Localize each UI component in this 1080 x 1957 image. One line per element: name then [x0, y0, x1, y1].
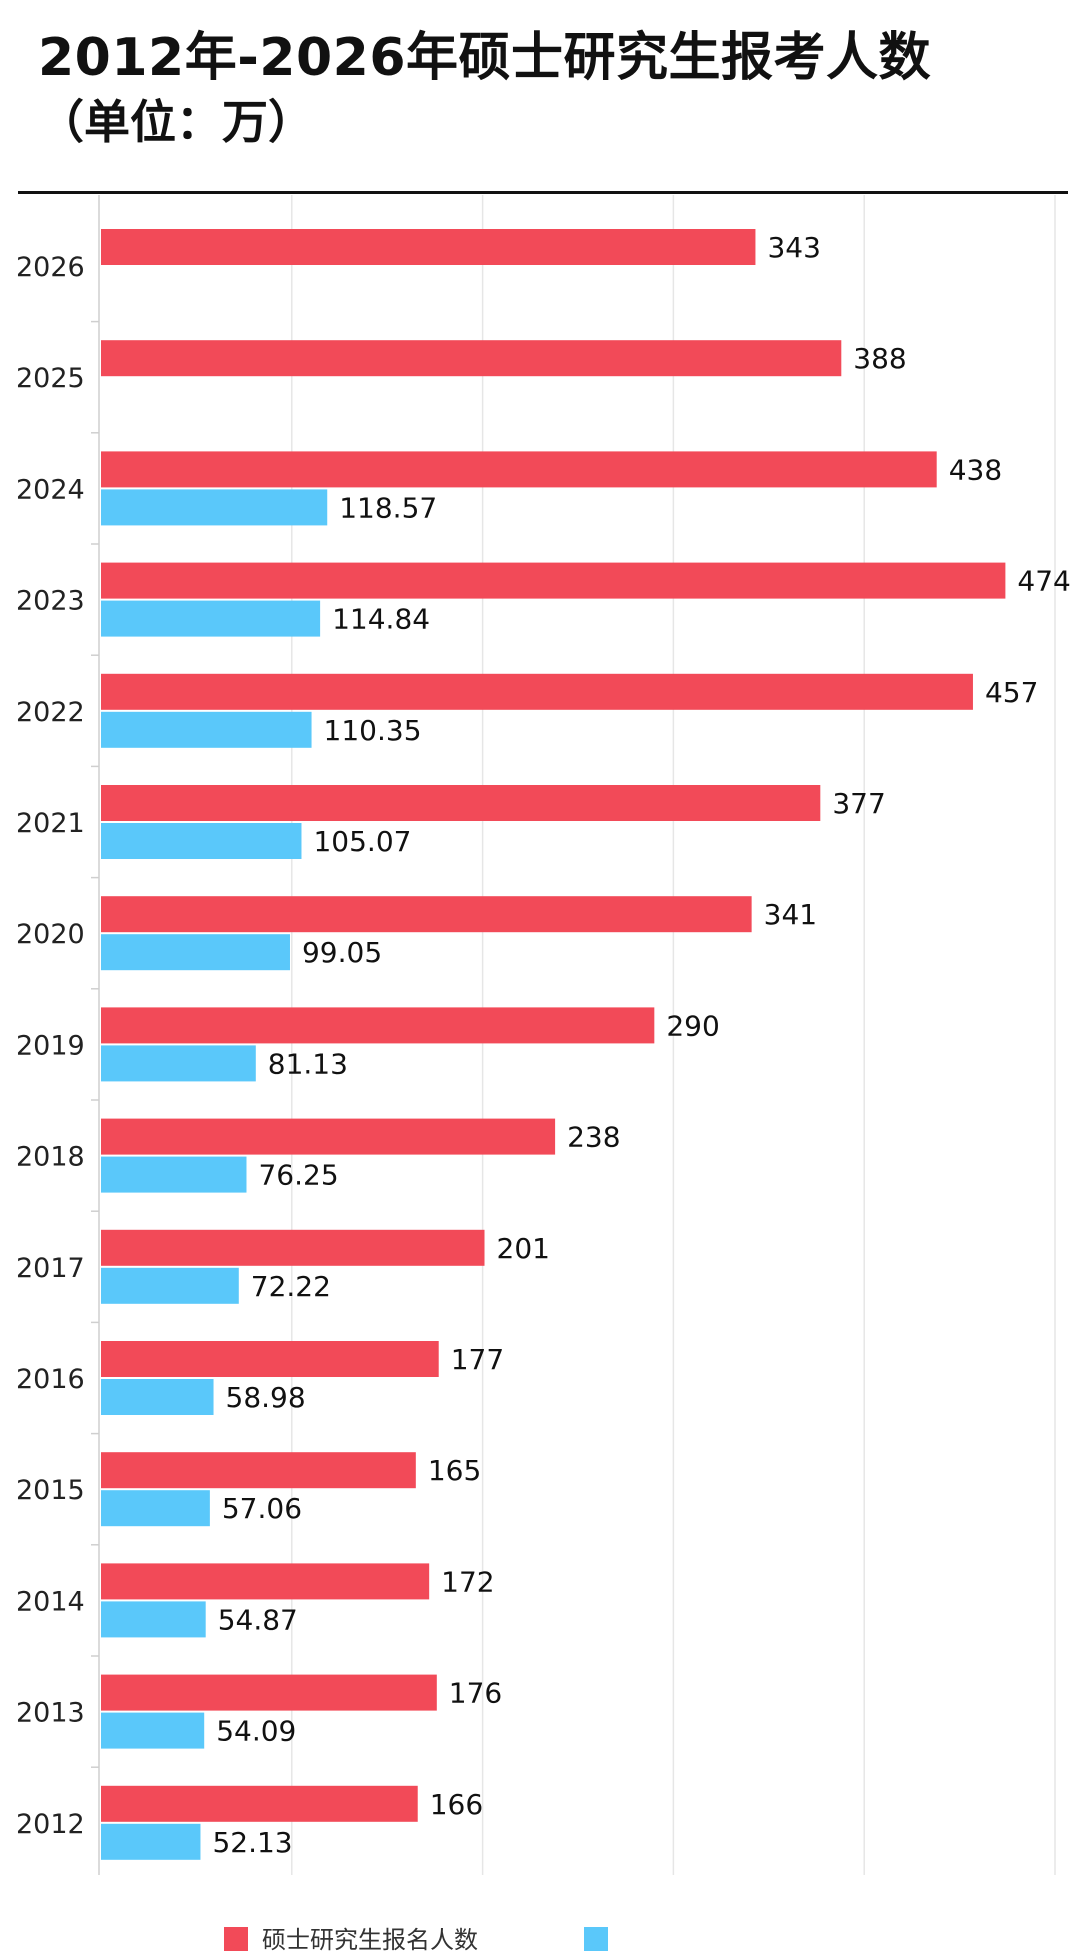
- data-label: 81.13: [268, 1047, 348, 1080]
- y-tick-label: 2024: [16, 474, 85, 505]
- bar-series-2: [101, 1823, 201, 1860]
- data-label: 54.09: [216, 1715, 296, 1748]
- data-label: 438: [949, 453, 1002, 486]
- bar-applicants: [101, 1007, 655, 1044]
- bar-applicants: [101, 1229, 485, 1266]
- data-label: 72.22: [251, 1270, 331, 1303]
- data-label: 201: [497, 1232, 550, 1265]
- y-tick-label: 2013: [16, 1698, 85, 1729]
- title-divider: [18, 191, 1068, 194]
- data-label: 58.98: [226, 1381, 306, 1414]
- bar-applicants: [101, 896, 752, 933]
- y-tick-label: 2022: [16, 697, 85, 728]
- bar-series-2: [101, 1601, 206, 1638]
- bar-applicants: [101, 1341, 439, 1377]
- data-label: 54.87: [218, 1603, 298, 1636]
- data-label: 52.13: [212, 1826, 292, 1859]
- bar-series-2: [101, 1267, 239, 1304]
- bar-series-2: [101, 823, 302, 859]
- data-label: 99.05: [302, 936, 382, 969]
- bar-applicants: [101, 340, 842, 377]
- y-tick-label: 2020: [16, 919, 85, 950]
- y-tick-label: 2019: [16, 1030, 85, 1061]
- y-tick-label: 2015: [16, 1475, 85, 1506]
- legend-label-applicants: 硕士研究生报名人数: [262, 1926, 478, 1954]
- bar-applicants: [101, 785, 821, 821]
- y-tick-label: 2023: [16, 586, 85, 617]
- data-label: 388: [853, 342, 906, 375]
- data-label: 377: [832, 787, 885, 820]
- data-label: 114.84: [332, 603, 430, 636]
- data-label: 57.06: [222, 1492, 302, 1525]
- bar-applicants: [101, 1118, 556, 1155]
- y-tick-label: 2017: [16, 1253, 85, 1284]
- bar-series-2: [101, 600, 321, 637]
- y-tick-label: 2026: [16, 252, 85, 283]
- legend-swatch-applicants: [224, 1927, 248, 1951]
- bar-series-2: [101, 1379, 214, 1415]
- data-label: 474: [1017, 565, 1070, 598]
- y-tick-label: 2014: [16, 1586, 85, 1617]
- bar-series-2: [101, 1156, 247, 1193]
- chart-legend: 硕士研究生报名人数: [224, 1926, 608, 1954]
- bar-series-2: [101, 1712, 205, 1749]
- bar-chart: 2026 343 2025 388 2024 438 118.57 2023 474 114.84…: [16, 195, 1071, 1875]
- chart-title: 2012年-2026年硕士研究生报考人数: [38, 28, 932, 88]
- bar-series-2: [101, 489, 328, 526]
- bar-applicants: [101, 673, 973, 710]
- chart-subtitle: （单位：万）: [38, 95, 314, 149]
- data-label: 166: [430, 1788, 483, 1821]
- bar-applicants: [101, 451, 937, 488]
- bar-applicants: [101, 1674, 437, 1711]
- data-label: 177: [451, 1343, 504, 1376]
- data-label: 457: [985, 676, 1038, 709]
- data-label: 172: [441, 1565, 494, 1598]
- data-label: 105.07: [313, 825, 411, 858]
- bar-series-2: [101, 1045, 256, 1082]
- bar-series-2: [101, 934, 290, 971]
- data-label: 238: [567, 1121, 620, 1154]
- data-label: 176: [449, 1677, 502, 1710]
- bar-applicants: [101, 1563, 430, 1600]
- y-tick-label: 2012: [16, 1809, 85, 1840]
- data-label: 118.57: [339, 491, 437, 524]
- y-tick-label: 2025: [16, 363, 85, 394]
- data-label: 165: [428, 1454, 481, 1487]
- bar-series-2: [101, 711, 312, 748]
- data-label: 290: [666, 1009, 719, 1042]
- bar-applicants: [101, 1785, 418, 1822]
- data-label: 341: [764, 898, 817, 931]
- y-tick-label: 2021: [16, 808, 85, 839]
- data-label: 110.35: [324, 714, 422, 747]
- bar-series-2: [101, 1490, 210, 1527]
- data-label: 343: [767, 231, 820, 264]
- data-label: 76.25: [258, 1159, 338, 1192]
- y-tick-label: 2018: [16, 1142, 85, 1173]
- y-tick-label: 2016: [16, 1364, 85, 1395]
- bar-applicants: [101, 1452, 416, 1489]
- bar-applicants: [101, 562, 1006, 599]
- bar-applicants: [101, 229, 756, 265]
- legend-swatch-series-2: [584, 1927, 608, 1951]
